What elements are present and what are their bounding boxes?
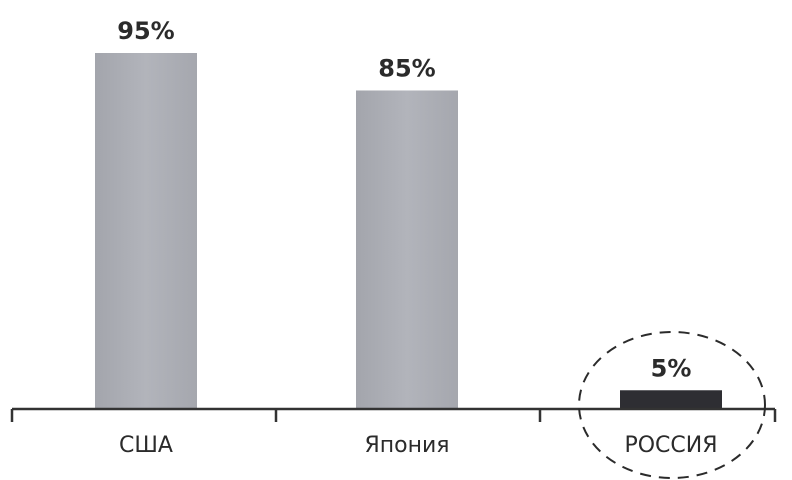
value-label-1: 95% (117, 17, 174, 45)
category-label-3: РОССИЯ (624, 433, 717, 458)
bar-1 (95, 53, 197, 409)
value-label-2: 85% (378, 54, 435, 82)
bar-3 (620, 390, 722, 409)
category-label-1: США (119, 433, 173, 458)
value-label-3: 5% (651, 354, 692, 382)
bar-2 (356, 90, 458, 409)
category-label-2: Япония (364, 433, 449, 458)
highlight-circle (578, 331, 766, 479)
